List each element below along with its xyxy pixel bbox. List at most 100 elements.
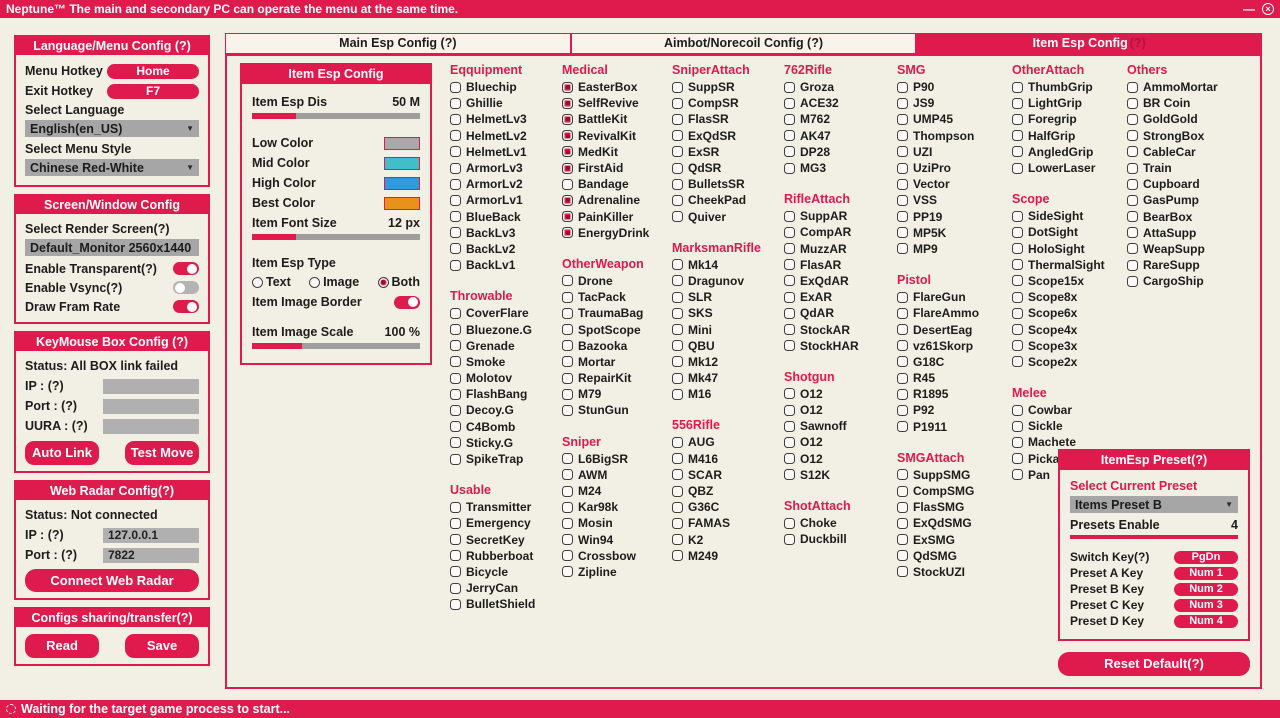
checkbox-icon[interactable] bbox=[562, 324, 573, 336]
checkbox-icon[interactable] bbox=[450, 582, 461, 594]
checkbox-icon[interactable] bbox=[1012, 162, 1023, 174]
checkbox-item-backlv1[interactable]: BackLv1 bbox=[450, 257, 560, 273]
checkbox-item-bulletshield[interactable]: BulletShield bbox=[450, 596, 560, 612]
item-image-scale-slider[interactable] bbox=[252, 343, 420, 349]
item-esp-dis-slider[interactable] bbox=[252, 113, 420, 119]
checkbox-item-mg3[interactable]: MG3 bbox=[784, 160, 894, 176]
checkbox-item-jerrycan[interactable]: JerryCan bbox=[450, 580, 560, 596]
checkbox-item-p92[interactable]: P92 bbox=[897, 402, 1007, 418]
checkbox-item-g36c[interactable]: G36C bbox=[672, 499, 782, 515]
checkbox-icon[interactable] bbox=[672, 372, 683, 384]
checkbox-item-halfgrip[interactable]: HalfGrip bbox=[1012, 128, 1122, 144]
checkbox-item-drone[interactable]: Drone bbox=[562, 273, 672, 289]
preset-c-key-button[interactable]: Num 3 bbox=[1174, 598, 1238, 612]
checkbox-item-suppar[interactable]: SuppAR bbox=[784, 208, 894, 224]
checkbox-item-quiver[interactable]: Quiver bbox=[672, 209, 782, 225]
checkbox-icon[interactable] bbox=[672, 81, 683, 93]
checkbox-item-zipline[interactable]: Zipline bbox=[562, 564, 672, 580]
checkbox-item-smoke[interactable]: Smoke bbox=[450, 354, 560, 370]
checkbox-icon[interactable] bbox=[1012, 291, 1023, 303]
radio-option-image[interactable]: Image bbox=[309, 275, 359, 289]
checkbox-item-bluechip[interactable]: Bluechip bbox=[450, 79, 560, 95]
checkbox-item-r45[interactable]: R45 bbox=[897, 370, 1007, 386]
checkbox-icon[interactable] bbox=[562, 404, 573, 416]
checkbox-icon[interactable] bbox=[897, 162, 908, 174]
checkbox-icon[interactable] bbox=[672, 453, 683, 465]
checkbox-icon[interactable] bbox=[562, 162, 573, 174]
checkbox-item-bluezone-g[interactable]: Bluezone.G bbox=[450, 321, 560, 337]
checkbox-icon[interactable] bbox=[672, 211, 683, 223]
checkbox-icon[interactable] bbox=[897, 146, 908, 158]
checkbox-icon[interactable] bbox=[784, 113, 795, 125]
checkbox-item-muzzar[interactable]: MuzzAR bbox=[784, 241, 894, 257]
checkbox-item-battlekit[interactable]: BattleKit bbox=[562, 111, 672, 127]
keymouse-uura-input[interactable] bbox=[103, 418, 199, 434]
checkbox-item-r1895[interactable]: R1895 bbox=[897, 386, 1007, 402]
checkbox-item-foregrip[interactable]: Foregrip bbox=[1012, 111, 1122, 127]
checkbox-item-easterbox[interactable]: EasterBox bbox=[562, 79, 672, 95]
checkbox-item-armorlv1[interactable]: ArmorLv1 bbox=[450, 192, 560, 208]
checkbox-item-helmetlv3[interactable]: HelmetLv3 bbox=[450, 111, 560, 127]
checkbox-item-win94[interactable]: Win94 bbox=[562, 532, 672, 548]
checkbox-icon[interactable] bbox=[1012, 275, 1023, 287]
checkbox-icon[interactable] bbox=[450, 566, 461, 578]
checkbox-icon[interactable] bbox=[1012, 210, 1023, 222]
checkbox-item-flasar[interactable]: FlasAR bbox=[784, 257, 894, 273]
checkbox-icon[interactable] bbox=[562, 517, 573, 529]
checkbox-icon[interactable] bbox=[672, 388, 683, 400]
checkbox-item-p90[interactable]: P90 bbox=[897, 79, 1007, 95]
checkbox-item-bulletssr[interactable]: BulletsSR bbox=[672, 176, 782, 192]
checkbox-icon[interactable] bbox=[897, 130, 908, 142]
checkbox-icon[interactable] bbox=[450, 194, 461, 206]
checkbox-item-spotscope[interactable]: SpotScope bbox=[562, 321, 672, 337]
checkbox-icon[interactable] bbox=[1012, 146, 1023, 158]
checkbox-icon[interactable] bbox=[562, 211, 573, 223]
checkbox-icon[interactable] bbox=[1012, 97, 1023, 109]
checkbox-item-ammomortar[interactable]: AmmoMortar bbox=[1127, 79, 1237, 95]
checkbox-icon[interactable] bbox=[1127, 97, 1138, 109]
checkbox-icon[interactable] bbox=[784, 404, 795, 416]
checkbox-icon[interactable] bbox=[450, 421, 461, 433]
checkbox-icon[interactable] bbox=[562, 388, 573, 400]
checkbox-icon[interactable] bbox=[672, 340, 683, 352]
checkbox-item-sickle[interactable]: Sickle bbox=[1012, 418, 1122, 434]
checkbox-item-compsr[interactable]: CompSR bbox=[672, 95, 782, 111]
checkbox-icon[interactable] bbox=[672, 324, 683, 336]
checkbox-icon[interactable] bbox=[1127, 194, 1138, 206]
read-button[interactable]: Read bbox=[25, 634, 99, 658]
checkbox-icon[interactable] bbox=[672, 194, 683, 206]
checkbox-icon[interactable] bbox=[784, 517, 795, 529]
checkbox-item-qbu[interactable]: QBU bbox=[672, 338, 782, 354]
checkbox-item-compsmg[interactable]: CompSMG bbox=[897, 483, 1007, 499]
checkbox-icon[interactable] bbox=[672, 275, 683, 287]
checkbox-item-pp19[interactable]: PP19 bbox=[897, 209, 1007, 225]
checkbox-icon[interactable] bbox=[784, 97, 795, 109]
checkbox-item-famas[interactable]: FAMAS bbox=[672, 515, 782, 531]
checkbox-item-armorlv3[interactable]: ArmorLv3 bbox=[450, 160, 560, 176]
checkbox-item-blueback[interactable]: BlueBack bbox=[450, 209, 560, 225]
checkbox-item-stockar[interactable]: StockAR bbox=[784, 321, 894, 337]
current-preset-select[interactable]: Items Preset B ▼ bbox=[1070, 496, 1238, 513]
checkbox-icon[interactable] bbox=[562, 227, 573, 239]
checkbox-item-awm[interactable]: AWM bbox=[562, 467, 672, 483]
checkbox-item-goldgold[interactable]: GoldGold bbox=[1127, 111, 1237, 127]
language-select[interactable]: English(en_US) ▼ bbox=[25, 120, 199, 137]
checkbox-item-backlv2[interactable]: BackLv2 bbox=[450, 241, 560, 257]
checkbox-icon[interactable] bbox=[562, 453, 573, 465]
checkbox-icon[interactable] bbox=[897, 324, 908, 336]
checkbox-item-c4bomb[interactable]: C4Bomb bbox=[450, 419, 560, 435]
checkbox-item-m24[interactable]: M24 bbox=[562, 483, 672, 499]
checkbox-item-br-coin[interactable]: BR Coin bbox=[1127, 95, 1237, 111]
checkbox-icon[interactable] bbox=[1012, 469, 1023, 481]
checkbox-icon[interactable] bbox=[450, 227, 461, 239]
checkbox-icon[interactable] bbox=[450, 243, 461, 255]
radio-icon[interactable] bbox=[309, 276, 321, 288]
checkbox-item-vz61skorp[interactable]: vz61Skorp bbox=[897, 338, 1007, 354]
checkbox-item-bazooka[interactable]: Bazooka bbox=[562, 338, 672, 354]
checkbox-icon[interactable] bbox=[897, 356, 908, 368]
checkbox-icon[interactable] bbox=[1012, 340, 1023, 352]
checkbox-icon[interactable] bbox=[784, 146, 795, 158]
checkbox-item-o12[interactable]: O12 bbox=[784, 434, 894, 450]
checkbox-item-bicycle[interactable]: Bicycle bbox=[450, 564, 560, 580]
checkbox-item-raresupp[interactable]: RareSupp bbox=[1127, 257, 1237, 273]
